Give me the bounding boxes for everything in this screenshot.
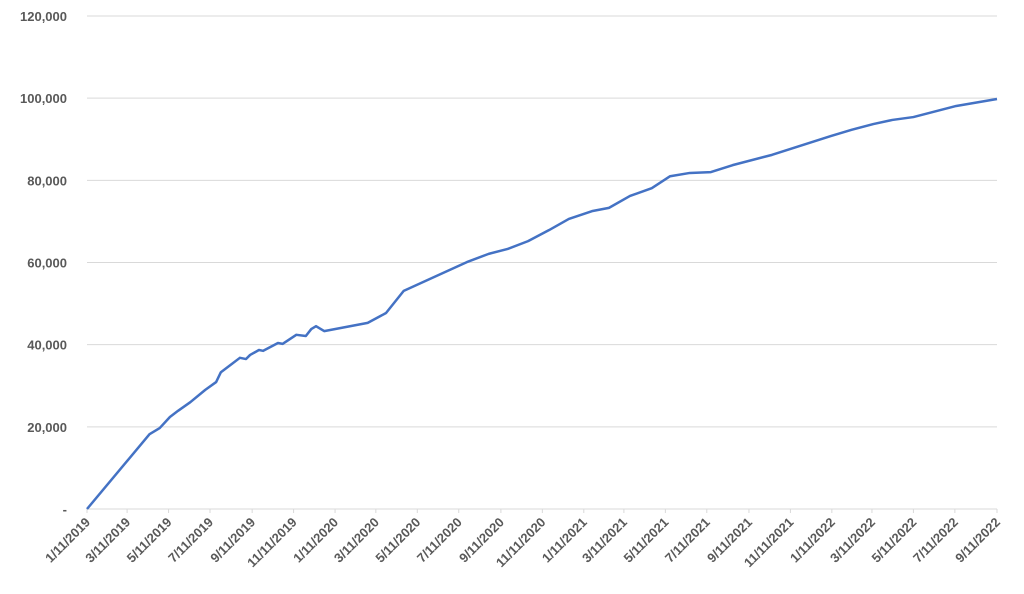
x-tick-label: 7/11/2021 bbox=[662, 515, 713, 566]
x-tick-label: 7/11/2022 bbox=[910, 515, 961, 566]
y-tick-label: 100,000 bbox=[20, 91, 67, 106]
y-tick-label: 80,000 bbox=[27, 173, 67, 188]
x-tick-label: 7/11/2020 bbox=[414, 515, 465, 566]
y-tick-label: 60,000 bbox=[27, 256, 67, 271]
x-tick-label: 7/11/2019 bbox=[165, 515, 216, 566]
y-tick-label: - bbox=[63, 502, 67, 517]
data-line bbox=[86, 97, 998, 510]
y-tick-label: 20,000 bbox=[27, 420, 67, 435]
x-tick-label: 9/11/2022 bbox=[952, 515, 1003, 566]
y-tick-label: 40,000 bbox=[27, 338, 67, 353]
y-tick-label: 120,000 bbox=[20, 9, 67, 24]
